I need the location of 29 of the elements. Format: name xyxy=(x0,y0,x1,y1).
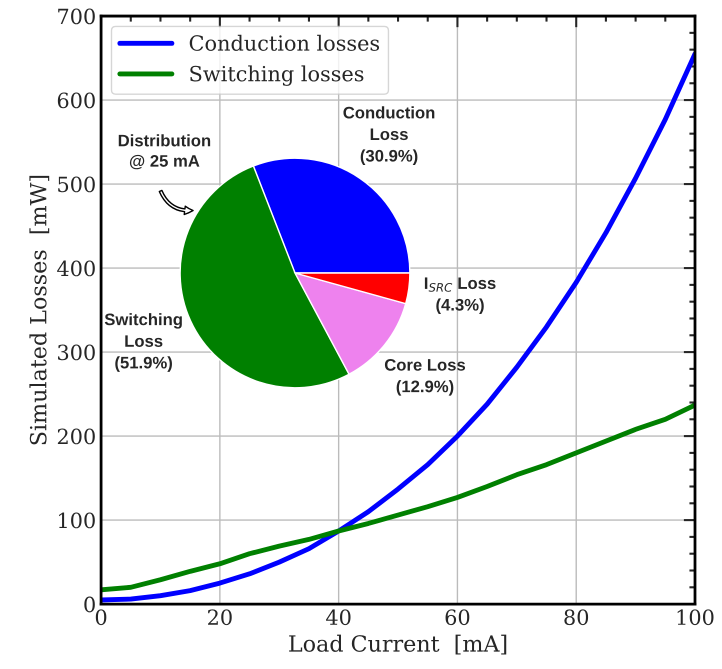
x-tick-label: 100 xyxy=(678,609,714,626)
legend-label: Conduction losses xyxy=(190,34,380,51)
line-series xyxy=(101,51,695,602)
legend-label: Switching losses xyxy=(190,65,364,86)
data-label: (30.9%) xyxy=(360,149,418,165)
y-tick-label: 200 xyxy=(58,428,95,444)
slice-label: Switching Loss xyxy=(104,313,182,347)
y-tick-label: 700 xyxy=(58,8,95,24)
line-series xyxy=(101,402,695,592)
slice-label: Conduction Loss xyxy=(343,106,434,140)
x-tick-label: 40 xyxy=(326,609,351,626)
slice-label: I$_{SRC}$ Loss xyxy=(424,277,496,292)
y-tick-label: 600 xyxy=(58,92,95,108)
y-axis-title: Simulated Losses [mW] xyxy=(29,176,50,444)
x-tick-label: 20 xyxy=(208,609,232,626)
x-tick-label: 60 xyxy=(446,609,470,626)
x-tick-label: 80 xyxy=(564,609,588,626)
slice-label: Core Loss xyxy=(384,358,466,371)
y-tick-label: 300 xyxy=(58,344,95,360)
y-tick-label: 100 xyxy=(58,512,95,528)
text: Distribution @ 25 mA xyxy=(118,134,210,170)
y-tick-label: 400 xyxy=(57,260,95,276)
x-axis-title: Load Current [mA] xyxy=(289,634,506,654)
y-tick-label: 0 xyxy=(84,596,95,612)
data-label: (51.9%) xyxy=(115,356,172,372)
data-label: (4.3%) xyxy=(436,298,484,314)
y-tick-label: 500 xyxy=(58,176,95,192)
data-label: (12.9%) xyxy=(396,380,454,396)
x-tick-label: 0 xyxy=(96,609,106,626)
